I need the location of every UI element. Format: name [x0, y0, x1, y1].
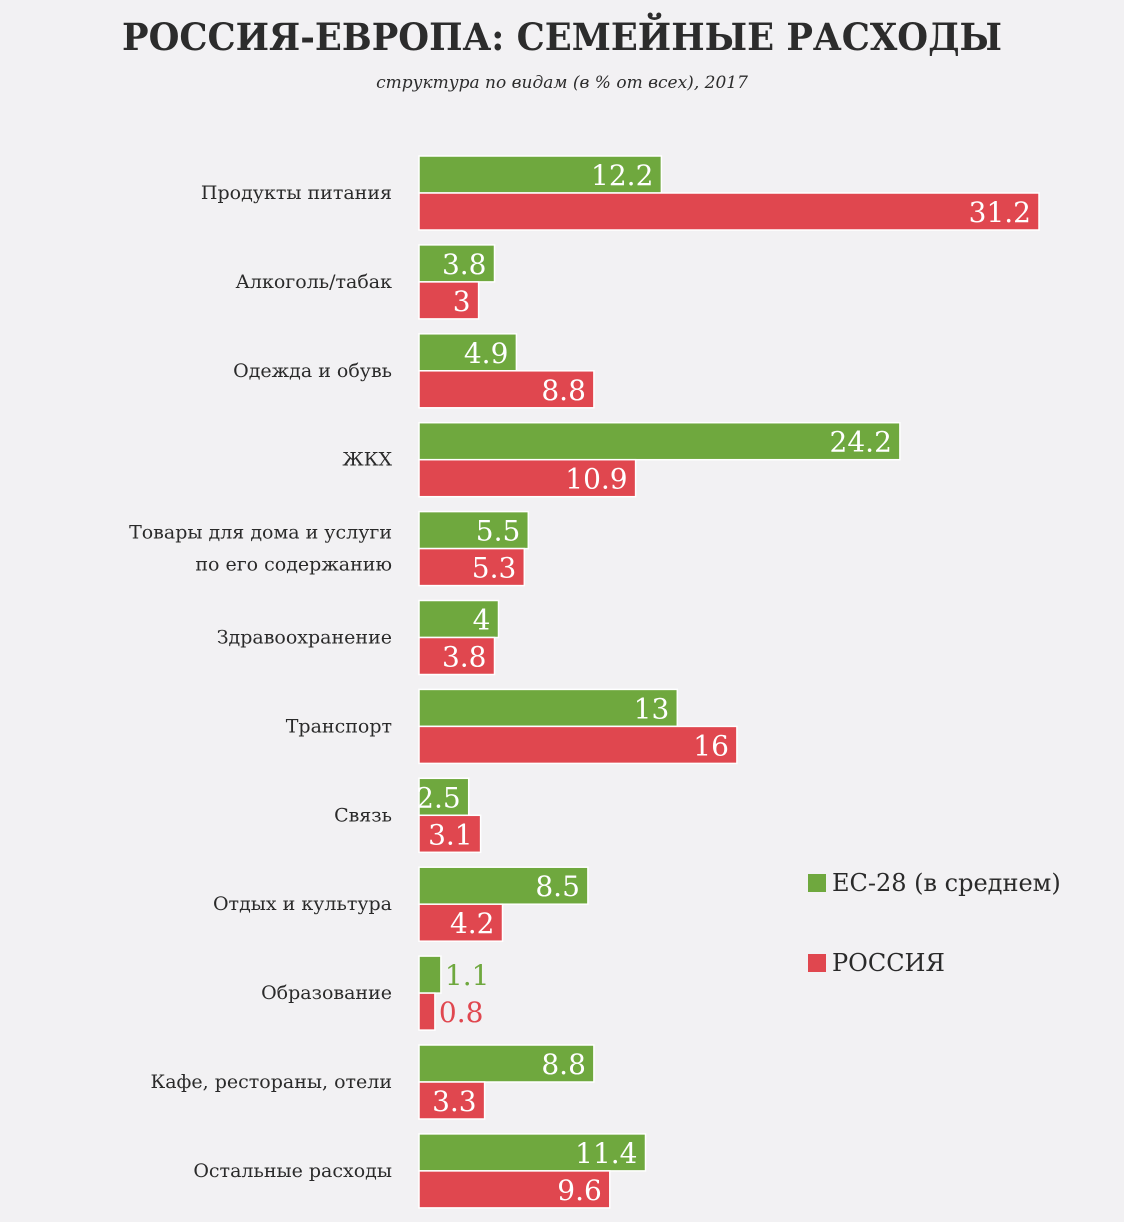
value-label: 12.2	[591, 159, 653, 192]
category-label-line: по его содержанию	[195, 554, 392, 576]
category-labels: Продукты питания Алкоголь/табак Одежда и о…	[129, 182, 392, 1182]
chart-subtitle: структура по видам (в % от всех), 2017	[376, 73, 748, 93]
category-label: Товары для дома и услуги по его содержани…	[129, 522, 392, 576]
category-label-line: Кафе, рестораны, отели	[150, 1071, 392, 1093]
value-label: 13	[634, 692, 670, 725]
category-label: Связь	[334, 804, 392, 826]
value-label: 3.8	[442, 641, 487, 674]
category-label-line: Здравоохранение	[217, 627, 392, 649]
bar-russia	[418, 1081, 486, 1120]
bar-eu28	[418, 421, 901, 461]
value-label: 11.4	[575, 1137, 637, 1170]
value-label: 4	[473, 604, 491, 637]
bar-eu28	[418, 777, 470, 817]
bar-eu28	[418, 333, 518, 372]
value-label: 4.2	[450, 907, 495, 940]
category-label: Одежда и обувь	[233, 360, 392, 382]
category-label: Продукты питания	[201, 182, 392, 204]
value-label: 3.8	[442, 248, 487, 281]
category-label-line: ЖКХ	[342, 449, 392, 471]
value-label: 16	[693, 729, 729, 762]
bar-russia	[418, 1170, 611, 1209]
value-label: 3	[453, 285, 471, 318]
bar-eu28	[418, 1133, 647, 1172]
bar-russia	[418, 992, 436, 1031]
legend-swatch	[808, 954, 826, 972]
bar-eu28	[418, 155, 663, 194]
value-label: 5.5	[476, 515, 521, 548]
value-label: 8.8	[541, 374, 586, 407]
bar-eu28	[418, 955, 442, 994]
category-label: Отдых и культура	[213, 893, 392, 915]
category-label-line: Транспорт	[286, 715, 392, 737]
value-labels: 12.2 31.2 3.8 3 4.9 8.8 24.2 10.9 5.5 5.3 4 3.8 13 16…	[416, 159, 1031, 1207]
legend: ЕС-28 (в среднем) РОССИЯ	[808, 869, 1061, 977]
category-label-line: Одежда и обувь	[233, 360, 392, 382]
bar-eu28	[418, 866, 589, 905]
legend-swatch	[808, 874, 826, 892]
category-label-line: Алкоголь/табак	[236, 271, 393, 293]
bar-eu28	[418, 244, 496, 283]
category-label-line: Остальные расходы	[193, 1160, 392, 1182]
value-label: 9.6	[557, 1174, 602, 1207]
bar-russia	[418, 814, 482, 854]
category-label-line: Продукты питания	[201, 182, 392, 204]
bar-russia	[418, 281, 480, 320]
value-label: 8.5	[535, 870, 580, 903]
value-label: 3.1	[428, 818, 473, 851]
bars	[418, 155, 1040, 1209]
bar-russia	[418, 636, 496, 676]
chart-title: РОССИЯ-ЕВРОПА: СЕМЕЙНЫЕ РАСХОДЫ	[122, 12, 1002, 59]
bar-russia	[418, 547, 526, 587]
legend-label: ЕС-28 (в среднем)	[832, 869, 1061, 897]
bar-russia	[418, 903, 504, 942]
category-label-line: Образование	[261, 982, 392, 1004]
value-label: 31.2	[969, 196, 1031, 229]
category-label: Здравоохранение	[217, 627, 392, 649]
value-label: 0.8	[439, 996, 484, 1029]
bar-russia	[418, 458, 637, 498]
category-label: Кафе, рестораны, отели	[150, 1071, 392, 1093]
value-label: 3.3	[432, 1085, 477, 1118]
bar-russia	[418, 192, 1040, 231]
category-label-line: Товары для дома и услуги	[129, 522, 392, 544]
category-label: Образование	[261, 982, 392, 1004]
value-label: 4.9	[464, 337, 509, 370]
category-label: Алкоголь/табак	[236, 271, 393, 293]
bar-russia	[418, 370, 595, 409]
value-label: 5.3	[472, 552, 517, 585]
category-label: Транспорт	[286, 715, 392, 737]
category-label-line: Связь	[334, 804, 392, 826]
category-label-line: Отдых и культура	[213, 893, 392, 915]
value-label: 2.5	[416, 781, 461, 814]
category-label: Остальные расходы	[193, 1160, 392, 1182]
category-label: ЖКХ	[342, 449, 392, 471]
bar-eu28	[418, 1044, 595, 1083]
bar-eu28	[418, 688, 679, 728]
bar-russia	[418, 725, 738, 765]
value-label: 8.8	[541, 1048, 586, 1081]
value-label: 24.2	[830, 426, 892, 459]
value-label: 1.1	[445, 959, 490, 992]
legend-label: РОССИЯ	[832, 949, 945, 977]
value-label: 10.9	[565, 463, 627, 496]
